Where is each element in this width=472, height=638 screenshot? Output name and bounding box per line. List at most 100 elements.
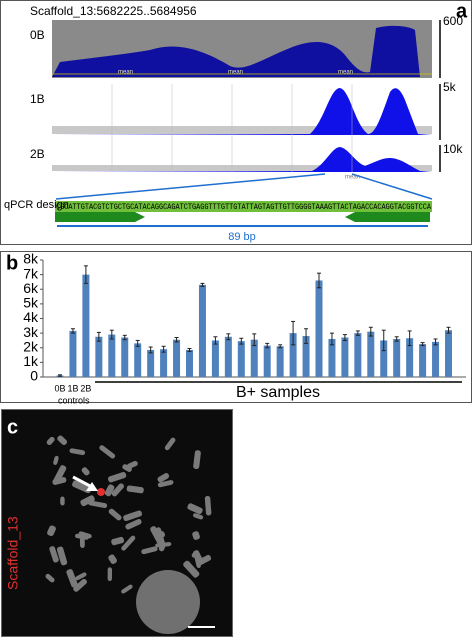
bar bbox=[237, 341, 245, 377]
bar bbox=[341, 337, 349, 377]
track-name: 2B bbox=[30, 147, 45, 161]
panel-letter: b bbox=[6, 252, 18, 274]
chromosome bbox=[46, 436, 55, 446]
chromosome bbox=[111, 483, 125, 497]
mean-label: mean bbox=[228, 70, 243, 76]
y-tick-label: 2k bbox=[23, 338, 39, 354]
chromosome bbox=[47, 525, 56, 537]
panel-letter: c bbox=[7, 416, 18, 438]
primer-forward bbox=[55, 212, 145, 222]
chromosome bbox=[204, 495, 212, 516]
arrow bbox=[72, 475, 93, 489]
x-tick-label: 0B bbox=[54, 383, 65, 393]
locus-title: Scaffold_13:5682225..5684956 bbox=[30, 4, 197, 18]
arrow-head bbox=[86, 482, 98, 491]
chromosome bbox=[141, 546, 158, 555]
track-scale: 10k bbox=[443, 142, 463, 156]
track-scale: 600 bbox=[443, 14, 463, 28]
chromosome bbox=[123, 510, 143, 522]
track-name: 0B bbox=[30, 28, 45, 42]
chromosome bbox=[81, 467, 90, 476]
chromosome bbox=[193, 450, 201, 469]
chromosome bbox=[157, 473, 170, 483]
chromosome bbox=[125, 518, 142, 530]
bar bbox=[315, 280, 323, 377]
bar bbox=[198, 284, 206, 377]
primer-reverse bbox=[345, 212, 430, 222]
bar bbox=[445, 330, 452, 377]
chromosome bbox=[187, 503, 203, 515]
bar bbox=[367, 331, 375, 377]
track-band bbox=[52, 165, 432, 171]
bar bbox=[250, 339, 258, 377]
chromosome bbox=[56, 546, 68, 566]
chromosome bbox=[99, 445, 116, 459]
y-tick-label: 5k bbox=[23, 295, 39, 311]
design-label: qPCR design bbox=[4, 199, 69, 211]
chromosome bbox=[126, 485, 144, 494]
chromosome bbox=[107, 567, 113, 582]
chromosome bbox=[111, 536, 125, 546]
chromosome bbox=[108, 508, 122, 521]
bar bbox=[121, 337, 129, 377]
y-tick-label: 6k bbox=[23, 280, 39, 296]
chromosome bbox=[104, 484, 115, 497]
bar bbox=[328, 338, 336, 377]
mean-label: mean bbox=[345, 175, 360, 181]
bar bbox=[69, 330, 77, 377]
amplicon-label: 89 bp bbox=[228, 231, 256, 243]
chromosome bbox=[49, 546, 59, 563]
mean-label: mean bbox=[338, 70, 353, 76]
chromosome bbox=[122, 464, 132, 472]
bar bbox=[263, 345, 271, 377]
zoom-line bbox=[55, 173, 326, 200]
bar bbox=[173, 339, 181, 377]
bar bbox=[380, 340, 388, 377]
fish-signal bbox=[97, 488, 105, 496]
chromosome bbox=[192, 531, 200, 540]
bar bbox=[224, 336, 232, 377]
probe-label: Scaffold_13 bbox=[5, 516, 21, 590]
chromosome bbox=[69, 448, 86, 456]
bar bbox=[186, 349, 193, 377]
track-name: 1B bbox=[30, 92, 45, 106]
chromosome bbox=[108, 472, 127, 483]
y-tick-label: 1k bbox=[23, 353, 39, 369]
bar bbox=[160, 349, 168, 377]
y-tick-label: 4k bbox=[23, 309, 39, 325]
sequence: CGCATTGTACGTCTGCTGCATACAGGCAGATCTGAGGTTT… bbox=[56, 203, 431, 212]
chromosome bbox=[57, 435, 68, 446]
zoom-line bbox=[351, 173, 433, 200]
chromosome bbox=[53, 455, 59, 465]
mean-label: mean bbox=[118, 70, 133, 76]
chromosome bbox=[72, 480, 92, 494]
bar bbox=[134, 343, 142, 377]
chromosome bbox=[108, 554, 117, 564]
chromosome bbox=[73, 578, 87, 592]
chromosome bbox=[196, 554, 212, 566]
chromosome bbox=[121, 535, 136, 551]
coverage-0B bbox=[52, 25, 420, 77]
bar bbox=[289, 333, 297, 377]
x-tick-label: 2B bbox=[80, 383, 91, 393]
chromosome bbox=[158, 542, 166, 552]
panel-letter: a bbox=[456, 0, 468, 22]
y-tick-label: 8k bbox=[23, 251, 39, 267]
coverage-1B bbox=[52, 88, 432, 135]
bar bbox=[393, 338, 401, 377]
bar bbox=[82, 274, 90, 377]
chromosome bbox=[75, 572, 87, 581]
bar bbox=[276, 346, 284, 377]
y-tick-label: 3k bbox=[23, 324, 39, 340]
bar bbox=[419, 344, 427, 377]
chromosome bbox=[192, 513, 204, 520]
bar bbox=[95, 336, 103, 377]
bar bbox=[302, 336, 310, 377]
bar bbox=[108, 334, 116, 377]
bar bbox=[406, 338, 414, 377]
track-gridlines bbox=[111, 84, 353, 172]
bar bbox=[211, 340, 219, 377]
chromosome bbox=[157, 480, 174, 488]
chromosome bbox=[183, 560, 200, 578]
